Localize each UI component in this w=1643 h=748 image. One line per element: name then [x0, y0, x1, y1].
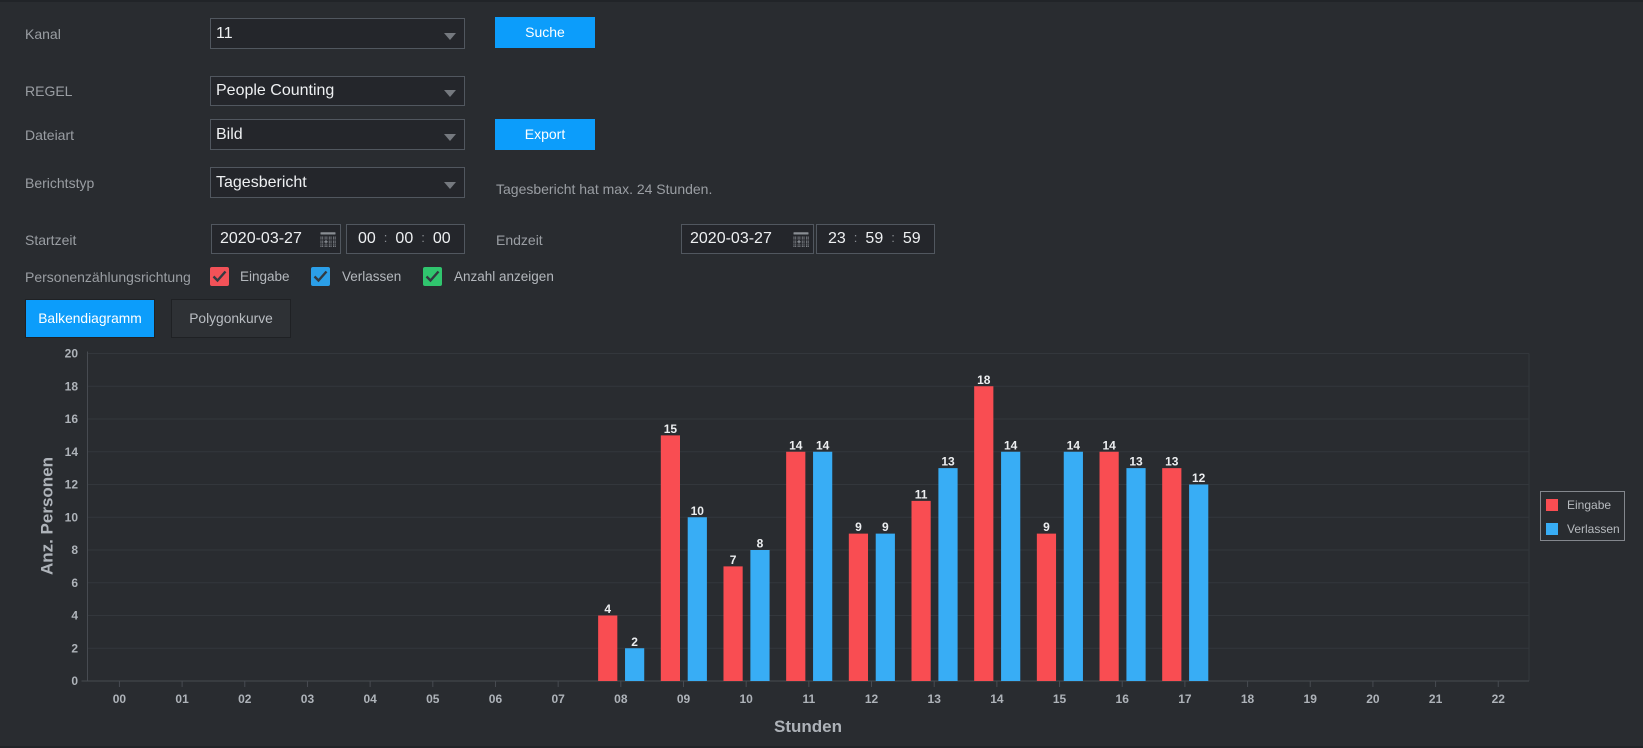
- svg-text:15: 15: [664, 422, 678, 436]
- svg-text:7: 7: [730, 553, 737, 567]
- svg-text:9: 9: [855, 520, 862, 534]
- svg-text:Stunden: Stunden: [774, 717, 842, 736]
- svg-text:12: 12: [865, 692, 879, 706]
- svg-text:21: 21: [1429, 692, 1443, 706]
- svg-text:9: 9: [882, 520, 889, 534]
- svg-text:Eingabe: Eingabe: [1567, 498, 1611, 512]
- svg-text:13: 13: [941, 455, 955, 469]
- svg-text:20: 20: [65, 347, 79, 361]
- svg-text:13: 13: [928, 692, 942, 706]
- svg-text:10: 10: [740, 692, 754, 706]
- svg-text:20: 20: [1366, 692, 1380, 706]
- svg-text:14: 14: [65, 445, 79, 459]
- svg-text:4: 4: [604, 602, 611, 616]
- svg-text:11: 11: [915, 487, 928, 501]
- svg-text:8: 8: [757, 537, 764, 551]
- svg-text:12: 12: [1192, 471, 1206, 485]
- svg-text:0: 0: [71, 674, 78, 688]
- svg-text:14: 14: [990, 692, 1004, 706]
- svg-text:18: 18: [65, 379, 79, 393]
- svg-text:12: 12: [65, 478, 79, 492]
- svg-text:05: 05: [426, 692, 440, 706]
- svg-text:08: 08: [614, 692, 628, 706]
- svg-text:07: 07: [551, 692, 565, 706]
- svg-text:09: 09: [677, 692, 691, 706]
- svg-text:2: 2: [71, 641, 78, 655]
- svg-text:02: 02: [238, 692, 252, 706]
- svg-text:06: 06: [489, 692, 503, 706]
- svg-text:13: 13: [1165, 455, 1179, 469]
- svg-text:10: 10: [65, 510, 79, 524]
- svg-text:01: 01: [175, 692, 189, 706]
- svg-text:17: 17: [1178, 692, 1192, 706]
- svg-text:14: 14: [1067, 438, 1081, 452]
- svg-text:19: 19: [1304, 692, 1318, 706]
- svg-text:16: 16: [1116, 692, 1130, 706]
- svg-text:11: 11: [803, 692, 816, 706]
- svg-text:Verlassen: Verlassen: [1567, 522, 1620, 536]
- svg-text:6: 6: [71, 576, 78, 590]
- svg-text:9: 9: [1043, 520, 1050, 534]
- svg-text:18: 18: [1241, 692, 1255, 706]
- svg-text:2: 2: [631, 635, 638, 649]
- svg-text:4: 4: [71, 609, 78, 623]
- svg-text:14: 14: [816, 438, 830, 452]
- svg-text:03: 03: [301, 692, 315, 706]
- svg-text:00: 00: [113, 692, 127, 706]
- svg-text:8: 8: [71, 543, 78, 557]
- svg-text:14: 14: [1102, 438, 1116, 452]
- svg-text:15: 15: [1053, 692, 1067, 706]
- svg-text:10: 10: [691, 504, 705, 518]
- svg-text:Anz. Personen: Anz. Personen: [38, 457, 57, 575]
- svg-text:16: 16: [65, 412, 79, 426]
- svg-text:14: 14: [1004, 438, 1018, 452]
- svg-text:04: 04: [363, 692, 377, 706]
- svg-text:14: 14: [789, 438, 803, 452]
- svg-text:22: 22: [1492, 692, 1506, 706]
- svg-text:18: 18: [977, 373, 991, 387]
- svg-text:13: 13: [1129, 455, 1143, 469]
